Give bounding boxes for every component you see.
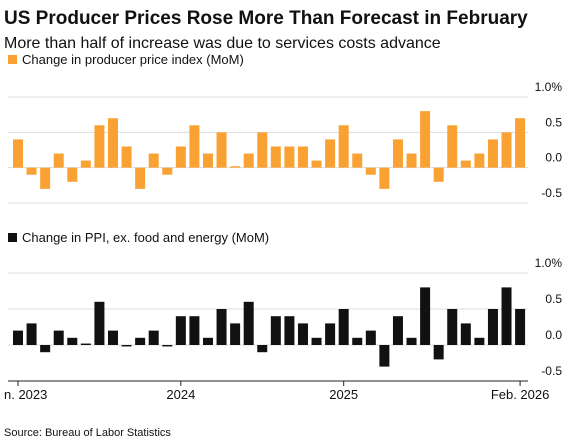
legend-swatch (8, 233, 17, 242)
source: Source: Bureau of Labor Statistics (4, 427, 171, 439)
bar (26, 167, 37, 175)
bar (40, 345, 51, 353)
bar (148, 153, 159, 168)
bar (121, 146, 132, 168)
bar (270, 316, 281, 345)
bar (230, 323, 241, 345)
bar (406, 153, 417, 168)
bar (447, 125, 458, 168)
bar (487, 139, 498, 168)
bar (284, 316, 295, 345)
y-tick-label: -0.5 (541, 186, 562, 200)
bar (67, 167, 78, 182)
x-tick-label: 2024 (166, 387, 195, 402)
bar (297, 146, 308, 168)
bar (243, 153, 254, 168)
bar (202, 153, 213, 168)
legend-swatch (8, 55, 17, 64)
bar (216, 309, 227, 345)
y-tick-label: 0.0 (545, 151, 562, 165)
bar (243, 301, 254, 345)
bar (392, 316, 403, 345)
bar (175, 316, 186, 345)
bar (67, 337, 78, 345)
bar (257, 345, 268, 353)
bar (352, 337, 363, 345)
bar (40, 167, 51, 189)
x-tick-label: 2025 (329, 387, 358, 402)
bar (135, 337, 146, 345)
bar (26, 323, 37, 345)
bar (338, 309, 349, 345)
legend-label: Change in producer price index (MoM) (22, 52, 244, 67)
y-tick-label: 1.0% (535, 256, 563, 270)
y-tick-label: 1.0% (535, 80, 563, 94)
legend-label: Change in PPI, ex. food and energy (MoM) (22, 230, 269, 245)
bar (94, 301, 105, 345)
bar (148, 330, 159, 345)
bar (53, 153, 64, 168)
y-tick-label: 0.0 (545, 328, 562, 342)
bar (460, 160, 471, 168)
bar (365, 167, 376, 175)
bar (216, 132, 227, 168)
x-tick-label: n. 2023 (4, 387, 47, 402)
bar (433, 167, 444, 182)
bar (135, 167, 146, 189)
bar (406, 337, 417, 345)
bar (202, 337, 213, 345)
bar (13, 330, 23, 345)
bar (53, 330, 64, 345)
bar (501, 132, 512, 168)
bar (297, 323, 308, 345)
bar (162, 345, 173, 347)
bar (515, 118, 526, 168)
bar (80, 343, 91, 345)
bar (189, 316, 200, 345)
bar (175, 146, 186, 168)
chart-title: US Producer Prices Rose More Than Foreca… (4, 8, 528, 29)
chart-subtitle: More than half of increase was due to se… (4, 35, 441, 52)
bar (107, 330, 118, 345)
bar (338, 125, 349, 168)
bar (420, 111, 431, 168)
bar (80, 160, 91, 168)
bar (379, 345, 390, 367)
bar (515, 309, 526, 345)
bar (487, 309, 498, 345)
bar (162, 167, 173, 175)
y-tick-label: 0.5 (545, 115, 562, 129)
bar (311, 337, 322, 345)
bar (365, 330, 376, 345)
bar (325, 139, 336, 168)
bar (501, 287, 512, 345)
bar (107, 118, 118, 168)
bar (13, 139, 23, 168)
bar (257, 132, 268, 168)
bar (420, 287, 431, 345)
bar (284, 146, 295, 168)
bar (270, 146, 281, 168)
bar (474, 337, 485, 345)
y-tick-label: 0.5 (545, 292, 562, 306)
x-tick-label: Feb. 2026 (491, 387, 550, 402)
bar (392, 139, 403, 168)
bar (379, 167, 390, 189)
bar (460, 323, 471, 345)
bar (352, 153, 363, 168)
y-tick-label: -0.5 (541, 364, 562, 378)
bar (433, 345, 444, 360)
bar (94, 125, 105, 168)
bar (311, 160, 322, 168)
bar (230, 166, 241, 168)
bar (121, 345, 132, 347)
bar (189, 125, 200, 168)
bar (447, 309, 458, 345)
bar (474, 153, 485, 168)
bar (325, 323, 336, 345)
